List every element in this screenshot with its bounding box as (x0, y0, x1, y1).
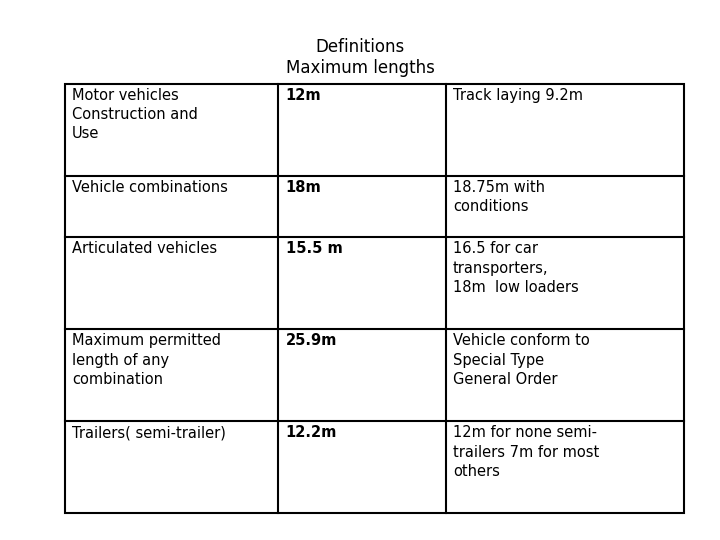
Text: 12.2m: 12.2m (286, 426, 337, 440)
Bar (65, 84, 684, 513)
Text: Articulated vehicles: Articulated vehicles (72, 241, 217, 256)
Text: 25.9m: 25.9m (286, 333, 337, 348)
Text: Trailers( semi-trailer): Trailers( semi-trailer) (72, 426, 226, 440)
Text: 12m: 12m (286, 88, 321, 103)
Text: Vehicle conform to
Special Type
General Order: Vehicle conform to Special Type General … (453, 333, 590, 387)
Text: 16.5 for car
transporters,
18m  low loaders: 16.5 for car transporters, 18m low loade… (453, 241, 579, 295)
Text: 15.5 m: 15.5 m (286, 241, 343, 256)
Text: 18.75m with
conditions: 18.75m with conditions (453, 180, 545, 214)
Text: 18m: 18m (286, 180, 321, 195)
Text: Maximum permitted
length of any
combination: Maximum permitted length of any combinat… (72, 333, 221, 387)
Text: Definitions
Maximum lengths: Definitions Maximum lengths (286, 38, 434, 77)
Text: Motor vehicles
Construction and
Use: Motor vehicles Construction and Use (72, 88, 198, 141)
Text: 12m for none semi-
trailers 7m for most
others: 12m for none semi- trailers 7m for most … (453, 426, 599, 479)
Text: Track laying 9.2m: Track laying 9.2m (453, 88, 582, 103)
Text: Vehicle combinations: Vehicle combinations (72, 180, 228, 195)
